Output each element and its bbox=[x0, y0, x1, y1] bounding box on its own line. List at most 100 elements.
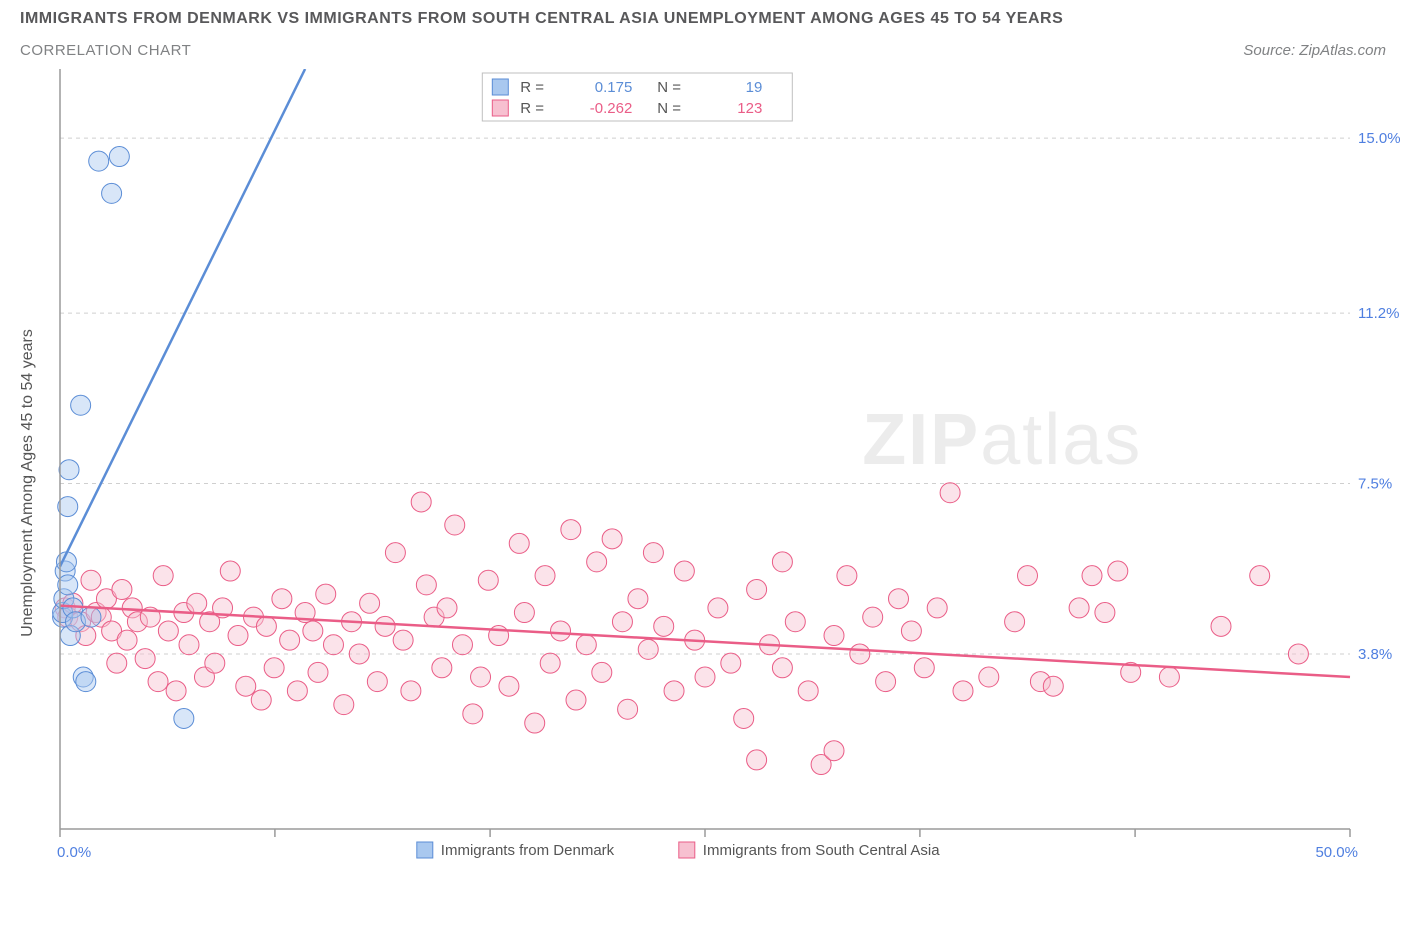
data-point bbox=[674, 561, 694, 581]
data-point bbox=[411, 492, 431, 512]
data-point bbox=[445, 515, 465, 535]
data-point bbox=[592, 662, 612, 682]
data-point bbox=[772, 658, 792, 678]
y-axis-label: Unemployment Among Ages 45 to 54 years bbox=[19, 329, 37, 637]
data-point bbox=[525, 713, 545, 733]
y-tick-label: 15.0% bbox=[1358, 130, 1400, 147]
data-point bbox=[264, 658, 284, 678]
data-point bbox=[316, 584, 336, 604]
data-point bbox=[499, 676, 519, 696]
data-point bbox=[349, 644, 369, 664]
legend-r-value: -0.262 bbox=[590, 100, 633, 117]
legend-r-label: R = bbox=[520, 100, 544, 117]
data-point bbox=[280, 630, 300, 650]
legend-n-value: 19 bbox=[746, 79, 763, 96]
data-point bbox=[59, 460, 79, 480]
source-value: ZipAtlas.com bbox=[1299, 42, 1386, 59]
data-point bbox=[734, 708, 754, 728]
legend-swatch bbox=[679, 842, 695, 858]
trend-line bbox=[60, 69, 305, 566]
legend-n-label: N = bbox=[657, 100, 681, 117]
data-point bbox=[940, 483, 960, 503]
data-point bbox=[1288, 644, 1308, 664]
x-min-label: 0.0% bbox=[57, 844, 91, 861]
data-point bbox=[1095, 603, 1115, 623]
legend-swatch bbox=[492, 79, 508, 95]
data-point bbox=[708, 598, 728, 618]
data-point bbox=[566, 690, 586, 710]
data-point bbox=[824, 626, 844, 646]
trend-line bbox=[60, 606, 1350, 677]
data-point bbox=[135, 649, 155, 669]
legend-n-value: 123 bbox=[737, 100, 762, 117]
data-point bbox=[385, 543, 405, 563]
data-point bbox=[367, 672, 387, 692]
data-point bbox=[837, 566, 857, 586]
data-point bbox=[798, 681, 818, 701]
data-point bbox=[979, 667, 999, 687]
chart-subtitle: CORRELATION CHART bbox=[20, 42, 191, 59]
data-point bbox=[360, 593, 380, 613]
data-point bbox=[514, 603, 534, 623]
data-point bbox=[205, 653, 225, 673]
data-point bbox=[824, 741, 844, 761]
data-point bbox=[535, 566, 555, 586]
data-point bbox=[695, 667, 715, 687]
data-point bbox=[393, 630, 413, 650]
data-point bbox=[287, 681, 307, 701]
data-point bbox=[914, 658, 934, 678]
data-point bbox=[1018, 566, 1038, 586]
data-point bbox=[432, 658, 452, 678]
source-label: Source: bbox=[1243, 42, 1299, 59]
data-point bbox=[478, 570, 498, 590]
data-point bbox=[228, 626, 248, 646]
data-point bbox=[850, 644, 870, 664]
data-point bbox=[1159, 667, 1179, 687]
data-point bbox=[1211, 616, 1231, 636]
data-point bbox=[576, 635, 596, 655]
data-point bbox=[471, 667, 491, 687]
watermark: ZIPatlas bbox=[862, 400, 1142, 480]
data-point bbox=[437, 598, 457, 618]
data-point bbox=[452, 635, 472, 655]
y-tick-label: 7.5% bbox=[1358, 476, 1392, 493]
data-point bbox=[551, 621, 571, 641]
data-point bbox=[927, 598, 947, 618]
data-point bbox=[463, 704, 483, 724]
data-point bbox=[251, 690, 271, 710]
x-max-label: 50.0% bbox=[1315, 844, 1358, 861]
data-point bbox=[148, 672, 168, 692]
data-point bbox=[876, 672, 896, 692]
y-tick-label: 3.8% bbox=[1358, 646, 1392, 663]
y-tick-label: 11.2% bbox=[1358, 305, 1399, 322]
data-point bbox=[1005, 612, 1025, 632]
data-point bbox=[401, 681, 421, 701]
data-point bbox=[112, 579, 132, 599]
data-point bbox=[863, 607, 883, 627]
data-point bbox=[1108, 561, 1128, 581]
data-point bbox=[323, 635, 343, 655]
data-point bbox=[747, 750, 767, 770]
data-point bbox=[256, 616, 276, 636]
data-point bbox=[81, 607, 101, 627]
data-point bbox=[654, 616, 674, 636]
data-point bbox=[109, 147, 129, 167]
data-point bbox=[334, 695, 354, 715]
data-point bbox=[174, 708, 194, 728]
data-point bbox=[540, 653, 560, 673]
legend-series-label: Immigrants from South Central Asia bbox=[703, 842, 940, 859]
legend-n-label: N = bbox=[657, 79, 681, 96]
data-point bbox=[236, 676, 256, 696]
legend-r-label: R = bbox=[520, 79, 544, 96]
data-point bbox=[1043, 676, 1063, 696]
data-point bbox=[166, 681, 186, 701]
data-point bbox=[664, 681, 684, 701]
data-point bbox=[179, 635, 199, 655]
data-point bbox=[1250, 566, 1270, 586]
data-point bbox=[107, 653, 127, 673]
data-point bbox=[308, 662, 328, 682]
data-point bbox=[117, 630, 137, 650]
data-point bbox=[1069, 598, 1089, 618]
scatter-chart: 3.8%7.5%11.2%15.0%ZIPatlas0.0%50.0%R =0.… bbox=[50, 69, 1400, 879]
data-point bbox=[416, 575, 436, 595]
